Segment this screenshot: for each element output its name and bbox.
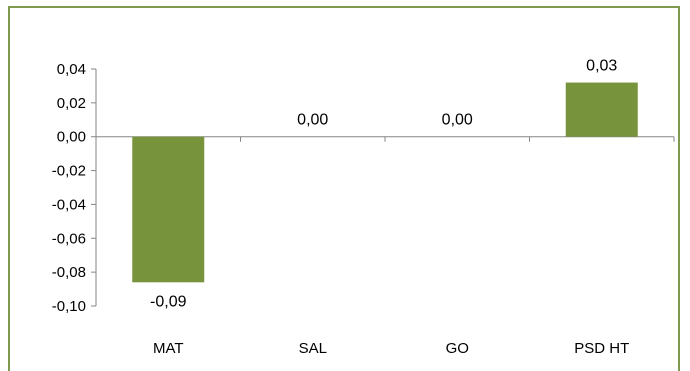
data-label: -0,09 [150, 293, 187, 310]
category-labels: MAT SAL GO PSD HT [153, 340, 629, 357]
y-tick-label: 0,04 [57, 61, 86, 78]
category-label: GO [446, 340, 469, 357]
y-tick-label: 0,00 [57, 129, 86, 146]
y-tick-label: 0,02 [57, 95, 86, 112]
chart-frame [8, 6, 680, 371]
y-tick-label: -0,02 [52, 163, 86, 180]
data-label: 0,00 [442, 112, 473, 129]
category-label: PSD HT [574, 340, 629, 357]
bar-psd-ht[interactable] [565, 82, 638, 137]
y-tick-label: -0,08 [52, 264, 86, 281]
data-labels: -0,09 0,00 0,00 0,03 [150, 58, 617, 311]
y-tick-label: -0,04 [52, 196, 86, 213]
y-tick-label: -0,10 [52, 298, 86, 315]
y-tick-label: -0,06 [52, 230, 86, 247]
bars [132, 82, 638, 283]
y-axis: 0,04 0,02 0,00 -0,02 -0,04 -0,06 -0,08 -0,10 [52, 61, 97, 315]
category-label: MAT [153, 340, 184, 357]
data-label: 0,00 [297, 112, 328, 129]
data-label: 0,03 [586, 58, 617, 75]
category-label: SAL [299, 340, 327, 357]
bar-mat[interactable] [132, 136, 205, 283]
